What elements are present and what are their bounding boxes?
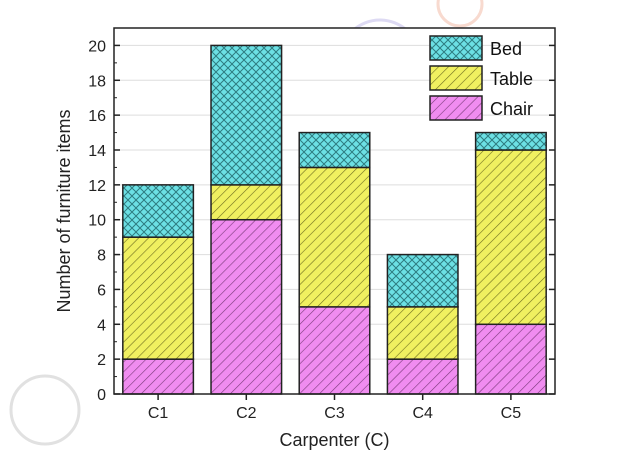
y-tick-label: 6 xyxy=(97,282,106,299)
legend-label-bed: Bed xyxy=(490,39,522,59)
bar-c3-bed xyxy=(298,131,371,169)
bar-c4-bed xyxy=(386,253,459,308)
y-tick-label: 2 xyxy=(97,352,106,369)
legend: Bed Table Chair xyxy=(429,35,533,121)
bar-c5-bed xyxy=(474,131,547,151)
x-axis-title: Carpenter (C) xyxy=(279,430,389,450)
bar-c1-chair xyxy=(122,358,195,395)
bar-c2-chair xyxy=(210,218,283,395)
bar-c1-bed xyxy=(122,184,195,238)
legend-swatch-chair xyxy=(429,95,483,121)
bar-c4-table xyxy=(386,306,459,360)
x-tick-label: C4 xyxy=(412,405,433,422)
y-axis-title: Number of furniture items xyxy=(54,109,74,312)
bar-c1-table xyxy=(122,236,195,360)
legend-swatch-bed xyxy=(429,35,483,61)
bar-c5-table xyxy=(474,149,547,326)
bar-c5-chair xyxy=(474,323,547,395)
x-tick-label: C2 xyxy=(236,405,257,422)
bar-c2-table xyxy=(210,184,283,221)
bar-c3-table xyxy=(298,166,371,308)
bar-c3-chair xyxy=(298,306,371,395)
y-tick-label: 4 xyxy=(97,317,106,334)
x-tick-label: C1 xyxy=(148,405,169,422)
legend-label-chair: Chair xyxy=(490,99,533,119)
y-tick-label: 20 xyxy=(88,38,106,55)
axes: 0 2 4 6 8 10 12 14 16 18 20 C1 C2 C3 C4 C5 Carpenter (C)… xyxy=(54,27,556,450)
y-tick-label: 0 xyxy=(97,387,106,404)
legend-label-table: Table xyxy=(490,69,533,89)
y-tick-label: 14 xyxy=(88,143,106,160)
y-tick-label: 18 xyxy=(88,73,106,90)
plot-area xyxy=(114,28,555,395)
y-tick-label: 10 xyxy=(88,213,106,230)
x-tick-label: C3 xyxy=(324,405,345,422)
y-tick-label: 16 xyxy=(88,108,106,125)
legend-swatch-table xyxy=(429,65,483,91)
bar-c2-bed xyxy=(210,44,283,186)
y-tick-label: 8 xyxy=(97,248,106,265)
y-tick-label: 12 xyxy=(88,178,106,195)
x-tick-label: C5 xyxy=(501,405,522,422)
bar-c4-chair xyxy=(386,358,459,395)
